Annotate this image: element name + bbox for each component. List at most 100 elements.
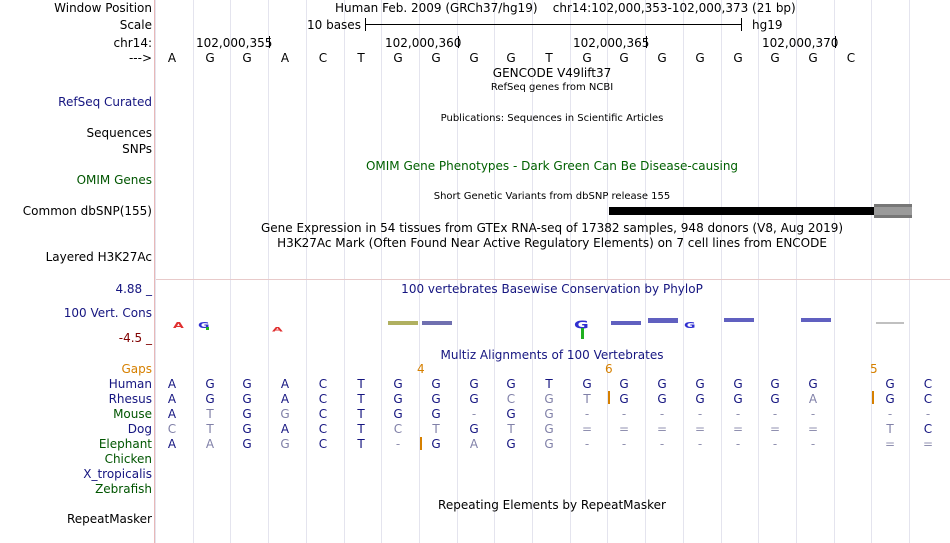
alignment-base: T <box>357 392 365 406</box>
species-label-elephant[interactable]: Elephant <box>98 437 152 451</box>
omim-genes-label[interactable]: OMIM Genes <box>76 173 152 187</box>
insertion-marker <box>608 391 610 404</box>
base-letter: C <box>846 51 856 65</box>
publications-track-title[interactable]: Publications: Sequences in Scientific Ar… <box>440 113 664 124</box>
label-separator <box>154 0 155 543</box>
base-letter: G <box>506 51 516 65</box>
logo-bar <box>611 321 641 325</box>
track-divider <box>156 279 950 280</box>
conservation-logo: A G A G G <box>173 318 904 339</box>
alignment-base: G <box>205 392 215 406</box>
alignment-base: - <box>659 407 665 421</box>
refseq-track-title[interactable]: RefSeq genes from NCBI <box>490 82 614 93</box>
multiz-track-title[interactable]: Multiz Alignments of 100 Vertebrates <box>440 348 664 362</box>
insertion-marker <box>872 391 874 404</box>
window-position-value: Human Feb. 2009 (GRCh37/hg19) chr14:102,… <box>335 1 796 15</box>
scale-bar-left-end <box>365 18 366 31</box>
alignment-base: C <box>923 422 933 436</box>
base-letter: G <box>205 51 215 65</box>
dbsnp-track-title[interactable]: Short Genetic Variants from dbSNP releas… <box>433 191 671 202</box>
scale-left-text: 10 bases <box>307 18 361 32</box>
alignment-base: - <box>621 407 627 421</box>
dbsnp-variant-bar-gray-core[interactable] <box>874 207 912 215</box>
sequences-label[interactable]: Sequences <box>86 126 152 140</box>
conservation-max-label: 4.88 _ <box>115 282 152 296</box>
grid-line <box>570 0 571 543</box>
alignment-base: T <box>507 422 515 436</box>
alignment-base: - <box>735 437 741 451</box>
alignment-base: = <box>733 422 744 436</box>
logo-bar <box>801 318 831 322</box>
alignment-base: G <box>506 407 516 421</box>
base-letter: A <box>280 51 290 65</box>
omim-track-title[interactable]: OMIM Gene Phenotypes - Dark Green Can Be… <box>365 159 739 173</box>
alignment-base: G <box>544 437 554 451</box>
h3k27ac-track-title[interactable]: H3K27Ac Mark (Often Found Near Active Re… <box>277 236 827 250</box>
coord-label: 102,000,370 <box>762 36 839 50</box>
species-label-chicken[interactable]: Chicken <box>104 452 152 466</box>
species-label-human[interactable]: Human <box>108 377 152 391</box>
alignment-base: G <box>885 392 895 406</box>
strand-label: ---> <box>128 51 152 65</box>
base-letter: T <box>357 51 365 65</box>
alignment-base: = <box>657 422 668 436</box>
base-letter: G <box>393 51 403 65</box>
logo-bar <box>876 322 904 324</box>
alignment-base: C <box>506 392 516 406</box>
common-dbsnp-label[interactable]: Common dbSNP(155) <box>22 204 152 218</box>
alignment-base: T <box>886 422 894 436</box>
alignment-base: C <box>318 377 328 391</box>
grid-line <box>268 0 269 543</box>
alignment-base: - <box>697 437 703 451</box>
alignment-base: - <box>659 437 665 451</box>
alignment-base: A <box>167 392 177 406</box>
alignment-base: - <box>772 437 778 451</box>
species-label-mouse[interactable]: Mouse <box>113 407 152 421</box>
alignment-base: G <box>582 377 592 391</box>
gtex-track-title[interactable]: Gene Expression in 54 tissues from GTEx … <box>260 221 844 235</box>
vert-cons-label[interactable]: 100 Vert. Cons <box>63 306 152 320</box>
alignment-base: G <box>431 407 441 421</box>
repeatmasker-track-title[interactable]: Repeating Elements by RepeatMasker <box>438 498 666 512</box>
alignment-base: C <box>318 392 328 406</box>
logo-bar <box>648 318 678 323</box>
species-label-dog[interactable]: Dog <box>127 422 152 436</box>
alignment-base: A <box>280 377 290 391</box>
alignment-base: G <box>695 392 705 406</box>
grid-line <box>758 0 759 543</box>
alignment-base: C <box>167 422 177 436</box>
grid-line <box>494 0 495 543</box>
alignment-base: = <box>619 422 630 436</box>
alignment-base: - <box>395 437 401 451</box>
alignment-base: G <box>657 392 667 406</box>
coord-tick <box>835 36 836 48</box>
alignment-base: T <box>206 407 214 421</box>
grid-line <box>230 0 231 543</box>
repeatmasker-label[interactable]: RepeatMasker <box>66 512 152 526</box>
species-label-rhesus[interactable]: Rhesus <box>108 392 152 406</box>
grid-line <box>155 0 156 543</box>
logo-letter-g: G <box>684 321 695 330</box>
species-label-zebrafish[interactable]: Zebrafish <box>95 482 152 496</box>
grid-line <box>457 0 458 543</box>
snps-label[interactable]: SNPs <box>122 142 152 156</box>
grid-line <box>645 0 646 543</box>
grid-line <box>683 0 684 543</box>
alignment-base: C <box>923 377 933 391</box>
alignment-base: G <box>242 392 252 406</box>
alignment-base: G <box>695 377 705 391</box>
grid-line <box>419 0 420 543</box>
alignment-base: C <box>318 407 328 421</box>
dbsnp-variant-bar[interactable] <box>609 207 874 215</box>
alignment-base: G <box>431 392 441 406</box>
alignment-base: - <box>584 437 590 451</box>
conservation-min-label: -4.5 _ <box>118 331 152 345</box>
alignment-base: - <box>584 407 590 421</box>
layered-h3k27ac-label[interactable]: Layered H3K27Ac <box>45 250 152 264</box>
alignment-base: = <box>695 422 706 436</box>
species-label-x-tropicalis[interactable]: X_tropicalis <box>83 467 152 481</box>
conservation-track-title[interactable]: 100 vertebrates Basewise Conservation by… <box>401 282 703 296</box>
alignment-base: A <box>167 437 177 451</box>
refseq-curated-label[interactable]: RefSeq Curated <box>58 95 152 109</box>
gencode-track-title[interactable]: GENCODE V49lift37 <box>492 66 612 80</box>
